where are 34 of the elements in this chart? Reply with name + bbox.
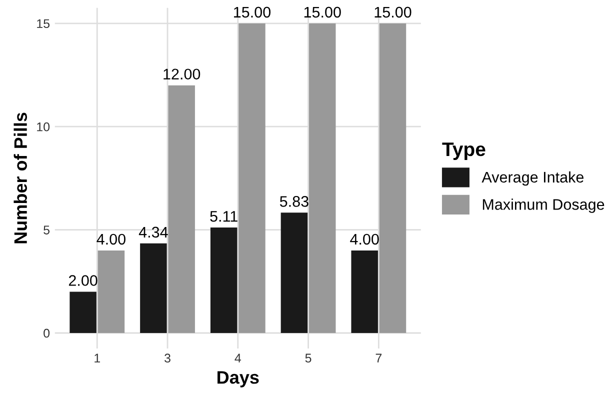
data-label: 5.83: [280, 196, 308, 207]
bar: [280, 212, 308, 333]
data-label: 4.00: [96, 234, 126, 245]
data-label: 4.34: [138, 226, 168, 238]
data-label: 12.00: [164, 68, 200, 80]
y-tick-label: 5: [44, 226, 50, 234]
bar: [238, 23, 266, 333]
bar: [379, 23, 406, 333]
y-tick-label: 10: [37, 122, 50, 132]
legend-label: Maximum Dosage: [482, 198, 604, 213]
x-tick-label: 3: [164, 354, 170, 363]
y-tick-label: 0: [44, 328, 50, 338]
x-axis-title: Days: [218, 371, 259, 388]
data-label: 5.11: [210, 211, 238, 222]
bar: [140, 243, 167, 333]
bar: [98, 250, 125, 333]
bar: [168, 85, 195, 333]
data-label: 4.00: [350, 234, 379, 245]
bar: [308, 23, 336, 333]
data-label: 15.00: [234, 6, 270, 18]
x-tick-label: 1: [94, 354, 100, 362]
legend-title: Type: [442, 142, 486, 160]
y-axis-title: Number of Pills: [14, 112, 28, 244]
bar: [70, 292, 96, 333]
legend-label: Average Intake: [482, 171, 584, 186]
data-label: 15.00: [374, 6, 412, 18]
x-tick-label: 7: [376, 354, 382, 362]
bar: [351, 250, 378, 333]
x-tick-label: 4: [234, 354, 242, 362]
data-label: 15.00: [304, 6, 341, 18]
y-tick-label: 15: [37, 19, 50, 28]
data-label: 2.00: [68, 275, 98, 286]
bar: [210, 228, 238, 333]
x-tick-label: 5: [305, 354, 312, 363]
